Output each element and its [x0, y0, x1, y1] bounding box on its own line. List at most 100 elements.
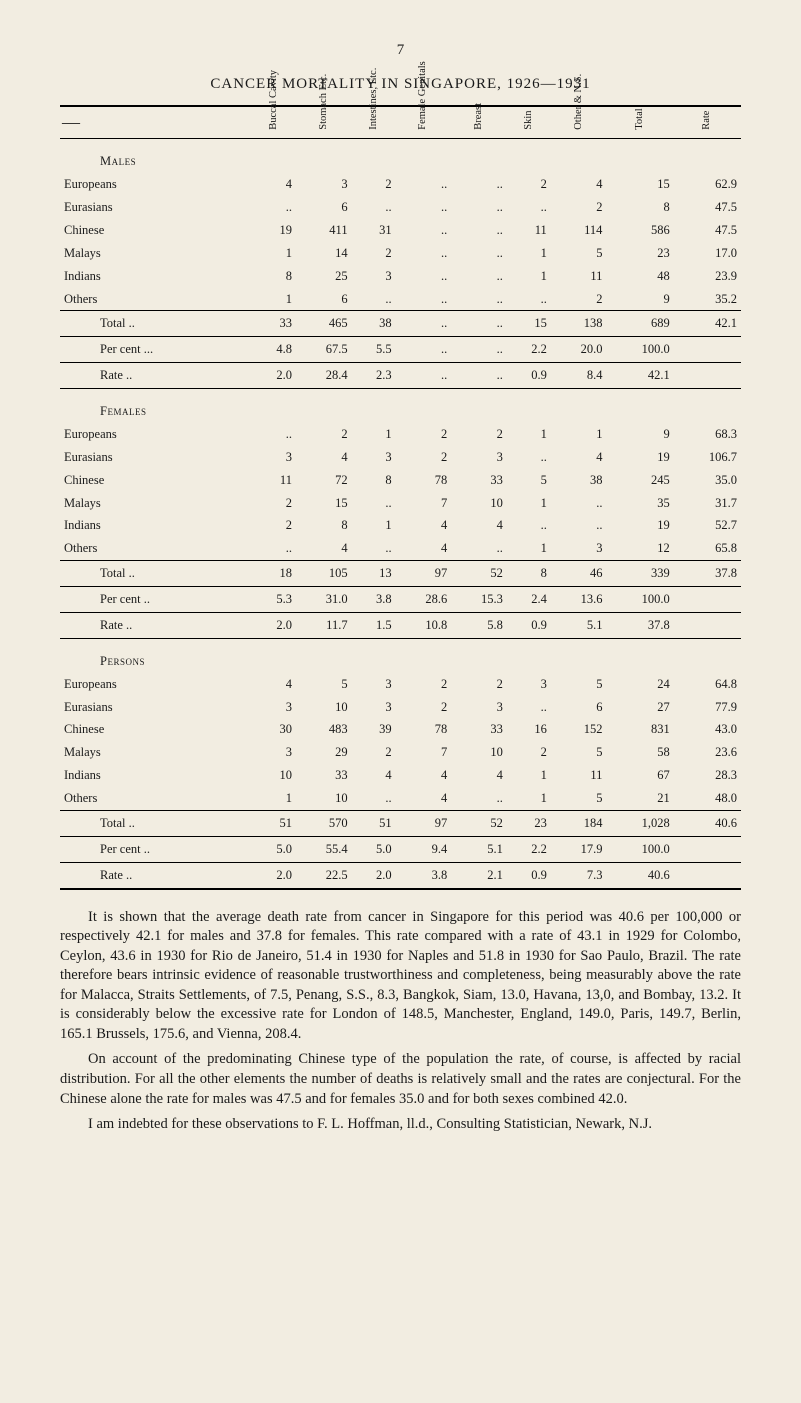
cell: 4 [451, 764, 507, 787]
cell: 1 [507, 764, 551, 787]
cell: 3 [296, 173, 352, 196]
cell: 78 [396, 469, 452, 492]
cell: 3 [252, 446, 296, 469]
cell: 15 [507, 311, 551, 337]
cell: .. [396, 219, 452, 242]
cell: 97 [396, 561, 452, 587]
cell: 4.8 [252, 337, 296, 363]
cell: 2 [551, 288, 607, 311]
cell: 100.0 [606, 337, 673, 363]
cell: 33 [296, 764, 352, 787]
cell: 97 [396, 810, 452, 836]
cell: 5 [551, 242, 607, 265]
cell: 4 [352, 764, 396, 787]
cell: 1 [507, 492, 551, 515]
table-row: Europeans45322352464.8 [60, 673, 741, 696]
row-label: Total .. [60, 561, 252, 587]
cell: 10 [252, 764, 296, 787]
cell: .. [507, 446, 551, 469]
cell: 22.5 [296, 862, 352, 888]
cell: 1 [252, 787, 296, 810]
cell: 5.1 [451, 836, 507, 862]
paragraph-2: On account of the predominating Chinese … [60, 1050, 741, 1109]
row-label: Indians [60, 764, 252, 787]
table-row: Europeans..212211968.3 [60, 423, 741, 446]
table-row: Malays1142....152317.0 [60, 242, 741, 265]
cell: 38 [551, 469, 607, 492]
cell: 1 [252, 288, 296, 311]
cell: 52 [451, 561, 507, 587]
cell: .. [396, 311, 452, 337]
cell: 339 [606, 561, 673, 587]
cell: 4 [396, 764, 452, 787]
cell: 4 [551, 446, 607, 469]
cell: 2.0 [252, 363, 296, 389]
row-label: Per cent ... [60, 337, 252, 363]
cell: .. [507, 696, 551, 719]
cell: 2 [252, 492, 296, 515]
cell: .. [396, 242, 452, 265]
cell: 2 [451, 423, 507, 446]
cell: 11 [551, 764, 607, 787]
cell: 4 [296, 537, 352, 560]
cell: 62.9 [674, 173, 741, 196]
table-row: Malays215..7101..3531.7 [60, 492, 741, 515]
cell: 2.0 [252, 612, 296, 638]
cell: 8 [296, 514, 352, 537]
cell: 11.7 [296, 612, 352, 638]
cell: 11 [252, 469, 296, 492]
cell: 1 [507, 423, 551, 446]
cell: 65.8 [674, 537, 741, 560]
cell: .. [352, 196, 396, 219]
cell: .. [451, 787, 507, 810]
cell: 2.2 [507, 836, 551, 862]
paragraph-1: It is shown that the average death rate … [60, 908, 741, 1045]
cell: .. [507, 514, 551, 537]
cell: 5 [551, 741, 607, 764]
cell: 25 [296, 265, 352, 288]
cell: 1 [551, 423, 607, 446]
paragraph-3: I am indebted for these observations to … [60, 1115, 741, 1135]
table-header: — Buccal Cavity Stomach Etc. Intestines,… [60, 106, 741, 139]
cell: 2 [396, 696, 452, 719]
cell: 23.6 [674, 741, 741, 764]
row-label: Rate .. [60, 612, 252, 638]
cell: 4 [551, 173, 607, 196]
col-other: Other & N.S. [551, 106, 607, 139]
cell: 6 [551, 696, 607, 719]
row-label: Eurasians [60, 196, 252, 219]
cell: 21 [606, 787, 673, 810]
cell: 411 [296, 219, 352, 242]
cell: 2.3 [352, 363, 396, 389]
cell: 2 [352, 242, 396, 265]
cell: 47.5 [674, 196, 741, 219]
cell: 48 [606, 265, 673, 288]
cell: 52.7 [674, 514, 741, 537]
cell: 17.9 [551, 836, 607, 862]
cell: 68.3 [674, 423, 741, 446]
cell: 5.5 [352, 337, 396, 363]
cell: 4 [396, 787, 452, 810]
cell: 1 [507, 242, 551, 265]
table-row: Indians10334441116728.3 [60, 764, 741, 787]
cell: 35.2 [674, 288, 741, 311]
cell: 42.1 [674, 311, 741, 337]
cell: 100.0 [606, 836, 673, 862]
cell: 8.4 [551, 363, 607, 389]
cell: 51 [252, 810, 296, 836]
cell: .. [551, 492, 607, 515]
cell: 8 [352, 469, 396, 492]
table-body: MalesEuropeans432....241562.9Eurasians..… [60, 139, 741, 889]
cell: 2 [396, 423, 452, 446]
cell: 33 [451, 469, 507, 492]
cell: 3 [352, 265, 396, 288]
page-number: 7 [60, 40, 741, 60]
cell: 11 [551, 265, 607, 288]
cell: 51 [352, 810, 396, 836]
section-heading: Females [60, 389, 252, 423]
cell: 5 [296, 673, 352, 696]
cell: .. [451, 288, 507, 311]
cell: .. [396, 265, 452, 288]
table-title: CANCER MORTALITY IN SINGAPORE, 1926—1931 [60, 74, 741, 94]
cell: .. [451, 219, 507, 242]
